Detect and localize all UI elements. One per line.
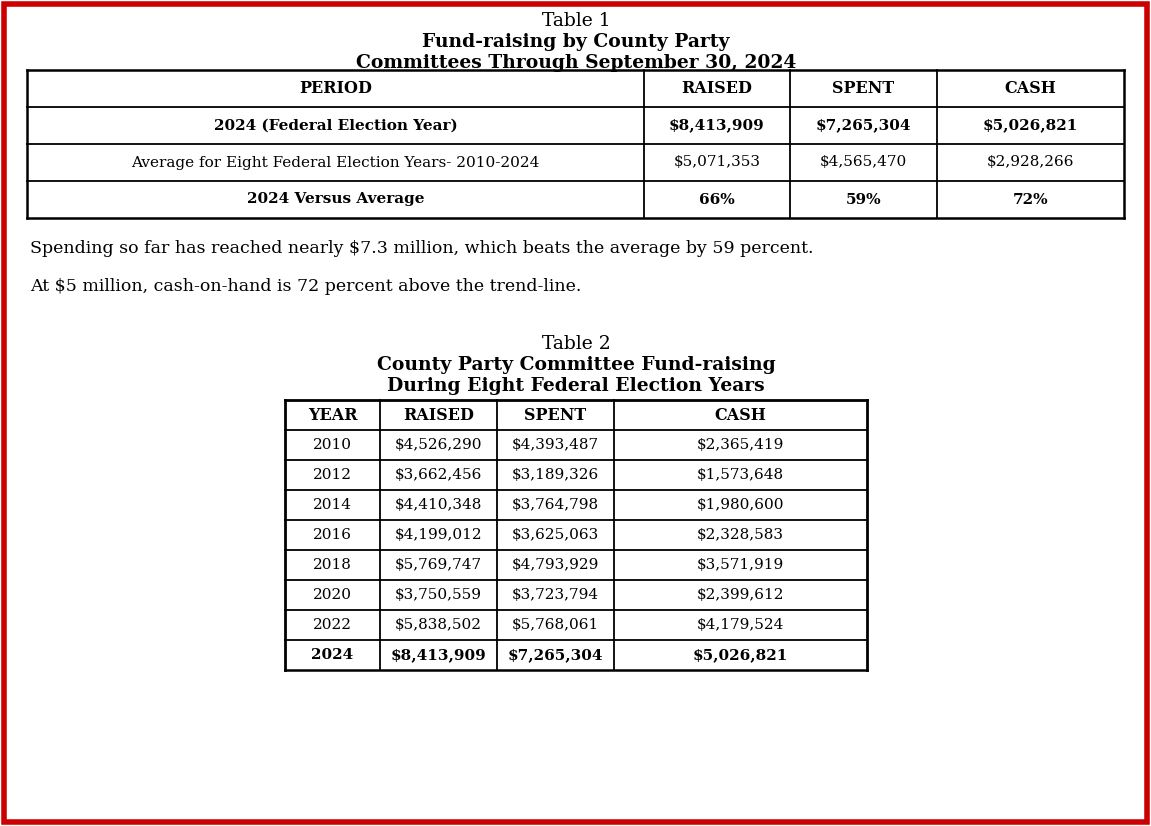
Text: Table 2: Table 2	[542, 335, 610, 353]
Text: $5,071,353: $5,071,353	[673, 155, 761, 169]
Text: 2020: 2020	[313, 588, 352, 602]
Text: SPENT: SPENT	[832, 80, 894, 97]
Text: $4,793,929: $4,793,929	[512, 558, 600, 572]
Text: CASH: CASH	[1005, 80, 1057, 97]
Text: $4,565,470: $4,565,470	[820, 155, 907, 169]
Text: $8,413,909: $8,413,909	[669, 118, 765, 132]
Text: CASH: CASH	[715, 406, 767, 424]
Text: $7,265,304: $7,265,304	[816, 118, 912, 132]
Text: $2,328,583: $2,328,583	[698, 528, 784, 542]
Text: $2,928,266: $2,928,266	[986, 155, 1074, 169]
Text: SPENT: SPENT	[525, 406, 587, 424]
Text: $3,625,063: $3,625,063	[512, 528, 600, 542]
Text: Average for Eight Federal Election Years- 2010-2024: Average for Eight Federal Election Years…	[131, 155, 540, 169]
Text: Fund-raising by County Party: Fund-raising by County Party	[422, 33, 730, 51]
Text: 59%: 59%	[846, 192, 882, 206]
Text: $2,365,419: $2,365,419	[696, 438, 784, 452]
Text: 2024: 2024	[312, 648, 353, 662]
Text: 2018: 2018	[313, 558, 352, 572]
Text: 2010: 2010	[313, 438, 352, 452]
Text: $4,179,524: $4,179,524	[696, 618, 784, 632]
Text: $4,410,348: $4,410,348	[395, 498, 482, 512]
Text: $5,026,821: $5,026,821	[693, 648, 788, 662]
Text: $3,764,798: $3,764,798	[512, 498, 599, 512]
Text: $3,571,919: $3,571,919	[696, 558, 784, 572]
Text: PERIOD: PERIOD	[299, 80, 372, 97]
Text: $4,199,012: $4,199,012	[395, 528, 482, 542]
Text: RAISED: RAISED	[403, 406, 474, 424]
Text: At $5 million, cash-on-hand is 72 percent above the trend-line.: At $5 million, cash-on-hand is 72 percen…	[30, 278, 581, 295]
Text: 2024 Versus Average: 2024 Versus Average	[246, 192, 425, 206]
Text: 2016: 2016	[313, 528, 352, 542]
Text: $4,526,290: $4,526,290	[395, 438, 482, 452]
Text: YEAR: YEAR	[307, 406, 357, 424]
Text: 2012: 2012	[313, 468, 352, 482]
Text: $5,838,502: $5,838,502	[395, 618, 482, 632]
Text: $2,399,612: $2,399,612	[696, 588, 784, 602]
Text: 72%: 72%	[1013, 192, 1049, 206]
Text: County Party Committee Fund-raising: County Party Committee Fund-raising	[376, 356, 776, 374]
Text: $1,980,600: $1,980,600	[696, 498, 784, 512]
Text: 2022: 2022	[313, 618, 352, 632]
Text: $3,723,794: $3,723,794	[512, 588, 599, 602]
Text: $5,768,061: $5,768,061	[512, 618, 600, 632]
Text: Spending so far has reached nearly $7.3 million, which beats the average by 59 p: Spending so far has reached nearly $7.3 …	[30, 240, 814, 257]
Text: $3,662,456: $3,662,456	[395, 468, 482, 482]
Text: Table 1: Table 1	[542, 12, 610, 30]
Text: $3,750,559: $3,750,559	[395, 588, 482, 602]
Text: $1,573,648: $1,573,648	[698, 468, 784, 482]
Text: $4,393,487: $4,393,487	[512, 438, 599, 452]
Text: $5,769,747: $5,769,747	[395, 558, 482, 572]
Text: $7,265,304: $7,265,304	[508, 648, 603, 662]
Text: RAISED: RAISED	[681, 80, 753, 97]
Text: 66%: 66%	[699, 192, 734, 206]
Text: $5,026,821: $5,026,821	[983, 118, 1078, 132]
Text: 2024 (Federal Election Year): 2024 (Federal Election Year)	[214, 118, 457, 132]
Text: 2014: 2014	[313, 498, 352, 512]
Text: During Eight Federal Election Years: During Eight Federal Election Years	[387, 377, 764, 395]
Text: $3,189,326: $3,189,326	[512, 468, 600, 482]
Text: Committees Through September 30, 2024: Committees Through September 30, 2024	[356, 54, 796, 72]
Text: $8,413,909: $8,413,909	[390, 648, 487, 662]
